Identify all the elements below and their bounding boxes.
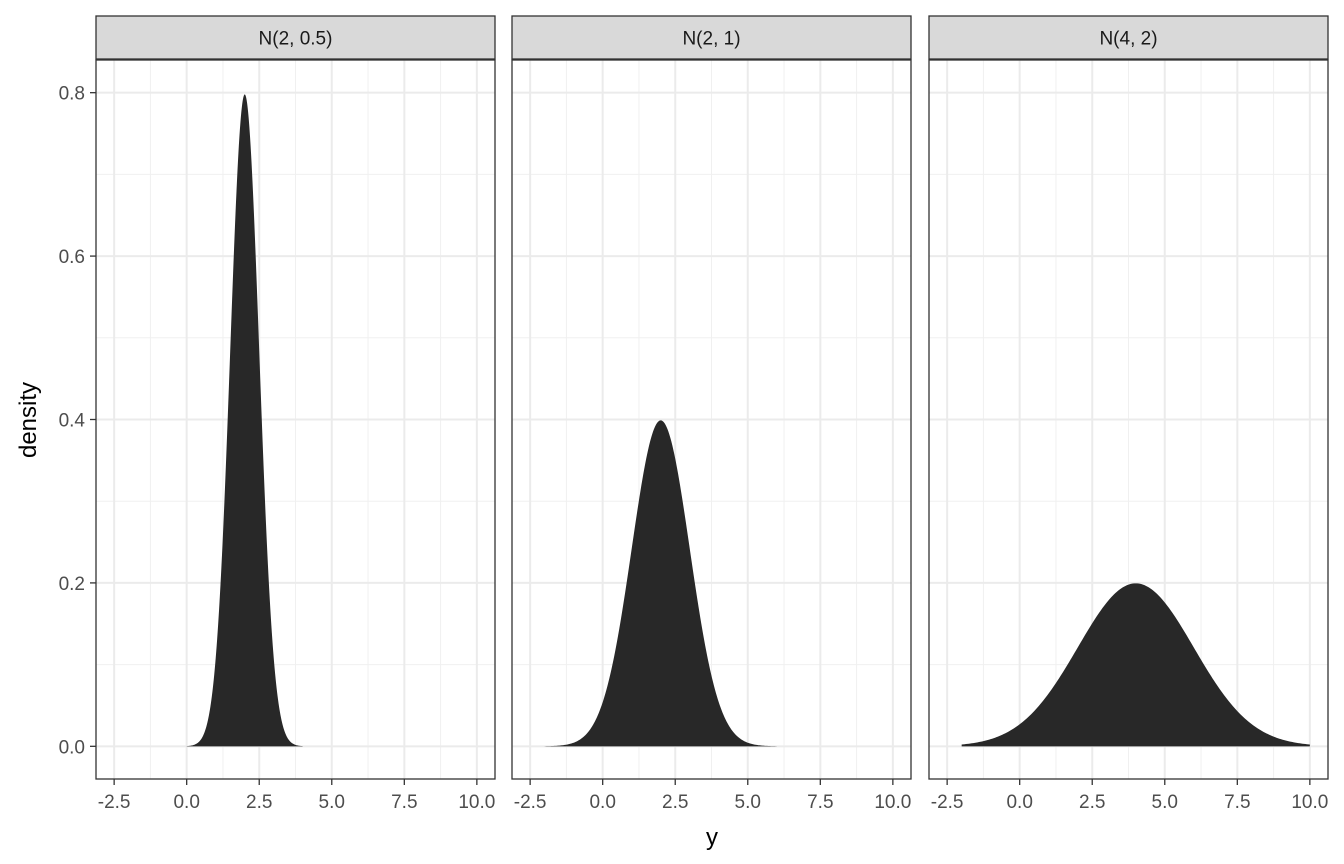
x-tick-label: -2.5 [514, 792, 547, 813]
x-tick-label: 0.0 [173, 792, 199, 813]
facet-strip-label: N(2, 1) [682, 29, 740, 50]
x-tick-label: 2.5 [246, 792, 272, 813]
x-tick-label: 5.0 [735, 792, 761, 813]
density-area [961, 583, 1310, 747]
y-tick-label: 0.4 [59, 411, 86, 432]
panel-border [928, 59, 1329, 780]
x-tick-label: 10.0 [458, 792, 495, 813]
y-tick-label: 0.2 [59, 574, 85, 595]
x-tick-label: -2.5 [931, 792, 964, 813]
facet-panel: N(4, 2) -2.5 0.0 2.5 5.0 7.5 10.0 [928, 15, 1329, 813]
density-area [544, 420, 777, 747]
x-tick-label: 2.5 [1079, 792, 1105, 813]
x-tick-label: 10.0 [874, 792, 911, 813]
y-axis-title: density [15, 382, 42, 458]
x-tick-label: 0.0 [1006, 792, 1032, 813]
x-tick-label: 10.0 [1291, 792, 1328, 813]
x-tick-label: 5.0 [1152, 792, 1178, 813]
facet-strip-label: N(2, 0.5) [259, 29, 333, 50]
x-axis-title: y [706, 824, 718, 851]
facet-strip [95, 15, 496, 60]
y-tick-label: 0.6 [59, 247, 85, 268]
facet-panel: N(2, 0.5) -2.5 0.0 2.5 5.0 7.5 10.0 [95, 15, 496, 813]
panel-border [511, 59, 912, 780]
facet-panel: N(2, 1) -2.5 0.0 2.5 5.0 7.5 10.0 [511, 15, 912, 813]
y-tick-label: 0.8 [59, 84, 85, 105]
panels-group: N(2, 0.5) -2.5 0.0 2.5 5.0 7.5 10.0 N(2, 1) -2.5… [95, 15, 1329, 813]
x-tick-label: 2.5 [662, 792, 688, 813]
facet-strip-label: N(4, 2) [1099, 29, 1157, 50]
x-tick-label: 7.5 [807, 792, 833, 813]
x-tick-label: 7.5 [391, 792, 417, 813]
density-area [186, 94, 303, 747]
x-tick-label: 5.0 [319, 792, 345, 813]
x-tick-label: 7.5 [1224, 792, 1250, 813]
y-tick-label: 0.0 [59, 737, 85, 758]
facet-strip [928, 15, 1329, 60]
x-tick-label: -2.5 [98, 792, 131, 813]
y-axis: 0.0 0.2 0.4 0.6 0.8 [59, 84, 96, 758]
facet-strip [511, 15, 912, 60]
x-tick-label: 0.0 [589, 792, 615, 813]
